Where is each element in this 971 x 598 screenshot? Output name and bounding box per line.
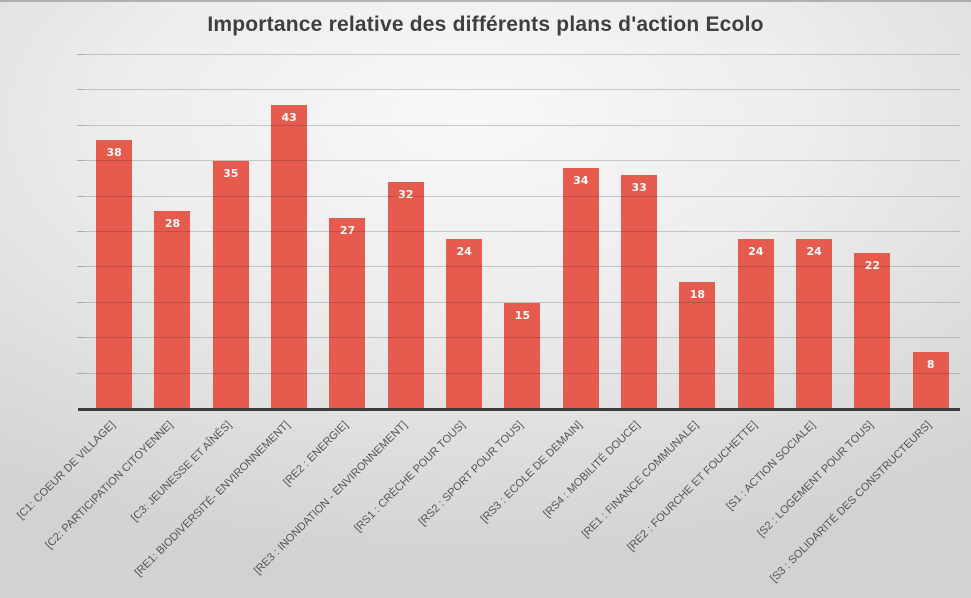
bar-value-label: 35 (223, 167, 239, 181)
bar: 33 (621, 175, 658, 409)
x-axis-category-label: [C2: PARTICIPATION CITOYENNE] (43, 419, 176, 552)
bar: 35 (212, 161, 249, 409)
bar-value-label: 43 (281, 110, 297, 124)
bar-value-label: 22 (864, 259, 881, 273)
bar-slot: 22 (843, 55, 901, 409)
bar-value-label: 32 (398, 188, 414, 202)
bar-value-label: 38 (106, 145, 122, 159)
bar: 24 (737, 239, 774, 409)
bar: 15 (504, 302, 541, 409)
bar-slot: 8 (902, 55, 960, 409)
plot-area: 38 28 35 43 27 32 24 15 34 33 18 24 24 22 8 (77, 54, 960, 409)
bar: 18 (679, 281, 716, 409)
x-axis-category-label: [S2 : LOGEMENT POUR TOUS] (755, 419, 876, 540)
bar-value-label: 33 (631, 181, 647, 195)
bar-value-label: 15 (514, 308, 531, 322)
bar: 22 (854, 253, 891, 409)
bar-slot: 28 (143, 55, 201, 409)
x-axis-category-label: [RE2 : FOURCHE ET FOUCHETTE] (624, 419, 760, 554)
bar-value-label: 8 (926, 358, 935, 372)
bar: 8 (912, 352, 949, 409)
bar-slot: 34 (552, 55, 610, 409)
bar: 43 (271, 104, 308, 409)
bar: 24 (446, 239, 483, 409)
bar-slot: 27 (318, 55, 376, 409)
x-axis-category-label: [C1: COEUR DE VILLAGE] (14, 419, 118, 522)
bar-slot: 35 (202, 55, 260, 409)
bar-value-label: 18 (689, 287, 706, 301)
x-axis-category-label: [RS3 : ECOLE DE DEMAIN] (478, 419, 585, 526)
bar-slot: 18 (668, 55, 726, 409)
bar-value-label: 34 (573, 174, 589, 188)
x-axis-category-label: [RS1 : CRÈCHE POUR TOUS] (352, 419, 468, 535)
x-axis-category-label: [RS4 : MOBILITÉ DOUCE] (541, 419, 643, 520)
bar-slot: 24 (785, 55, 843, 409)
x-axis-category-label: [RS2 : SPORT POUR TOUS] (416, 419, 526, 529)
chart-title: Importance relative des différents plans… (207, 13, 764, 36)
bar-value-label: 28 (164, 216, 181, 230)
bar-slot: 24 (435, 55, 493, 409)
bar-value-label: 24 (456, 245, 472, 259)
bar-slot: 15 (493, 55, 551, 409)
bar-slot: 43 (260, 55, 318, 409)
bar-slot: 38 (85, 55, 143, 409)
bar: 28 (154, 210, 191, 409)
bar-series: 38 28 35 43 27 32 24 15 34 33 18 24 24 22 8 (85, 55, 960, 409)
bar: 34 (562, 168, 599, 409)
bar: 38 (96, 139, 133, 409)
bar-value-label: 24 (806, 245, 822, 259)
x-axis-line (78, 408, 960, 411)
x-axis-category-label: [RE1 : FINANCE COMMUNALE] (579, 419, 701, 541)
bar-slot: 32 (377, 55, 435, 409)
bar-value-label: 24 (748, 245, 764, 259)
bar-slot: 33 (610, 55, 668, 409)
x-axis-category-label: [C3: JEUNESSE ET AÎNÉS] (129, 419, 235, 525)
bar-slot: 24 (727, 55, 785, 409)
bar: 27 (329, 217, 366, 409)
bar-value-label: 27 (339, 223, 356, 237)
bar: 32 (387, 182, 424, 409)
bar: 24 (796, 239, 833, 409)
